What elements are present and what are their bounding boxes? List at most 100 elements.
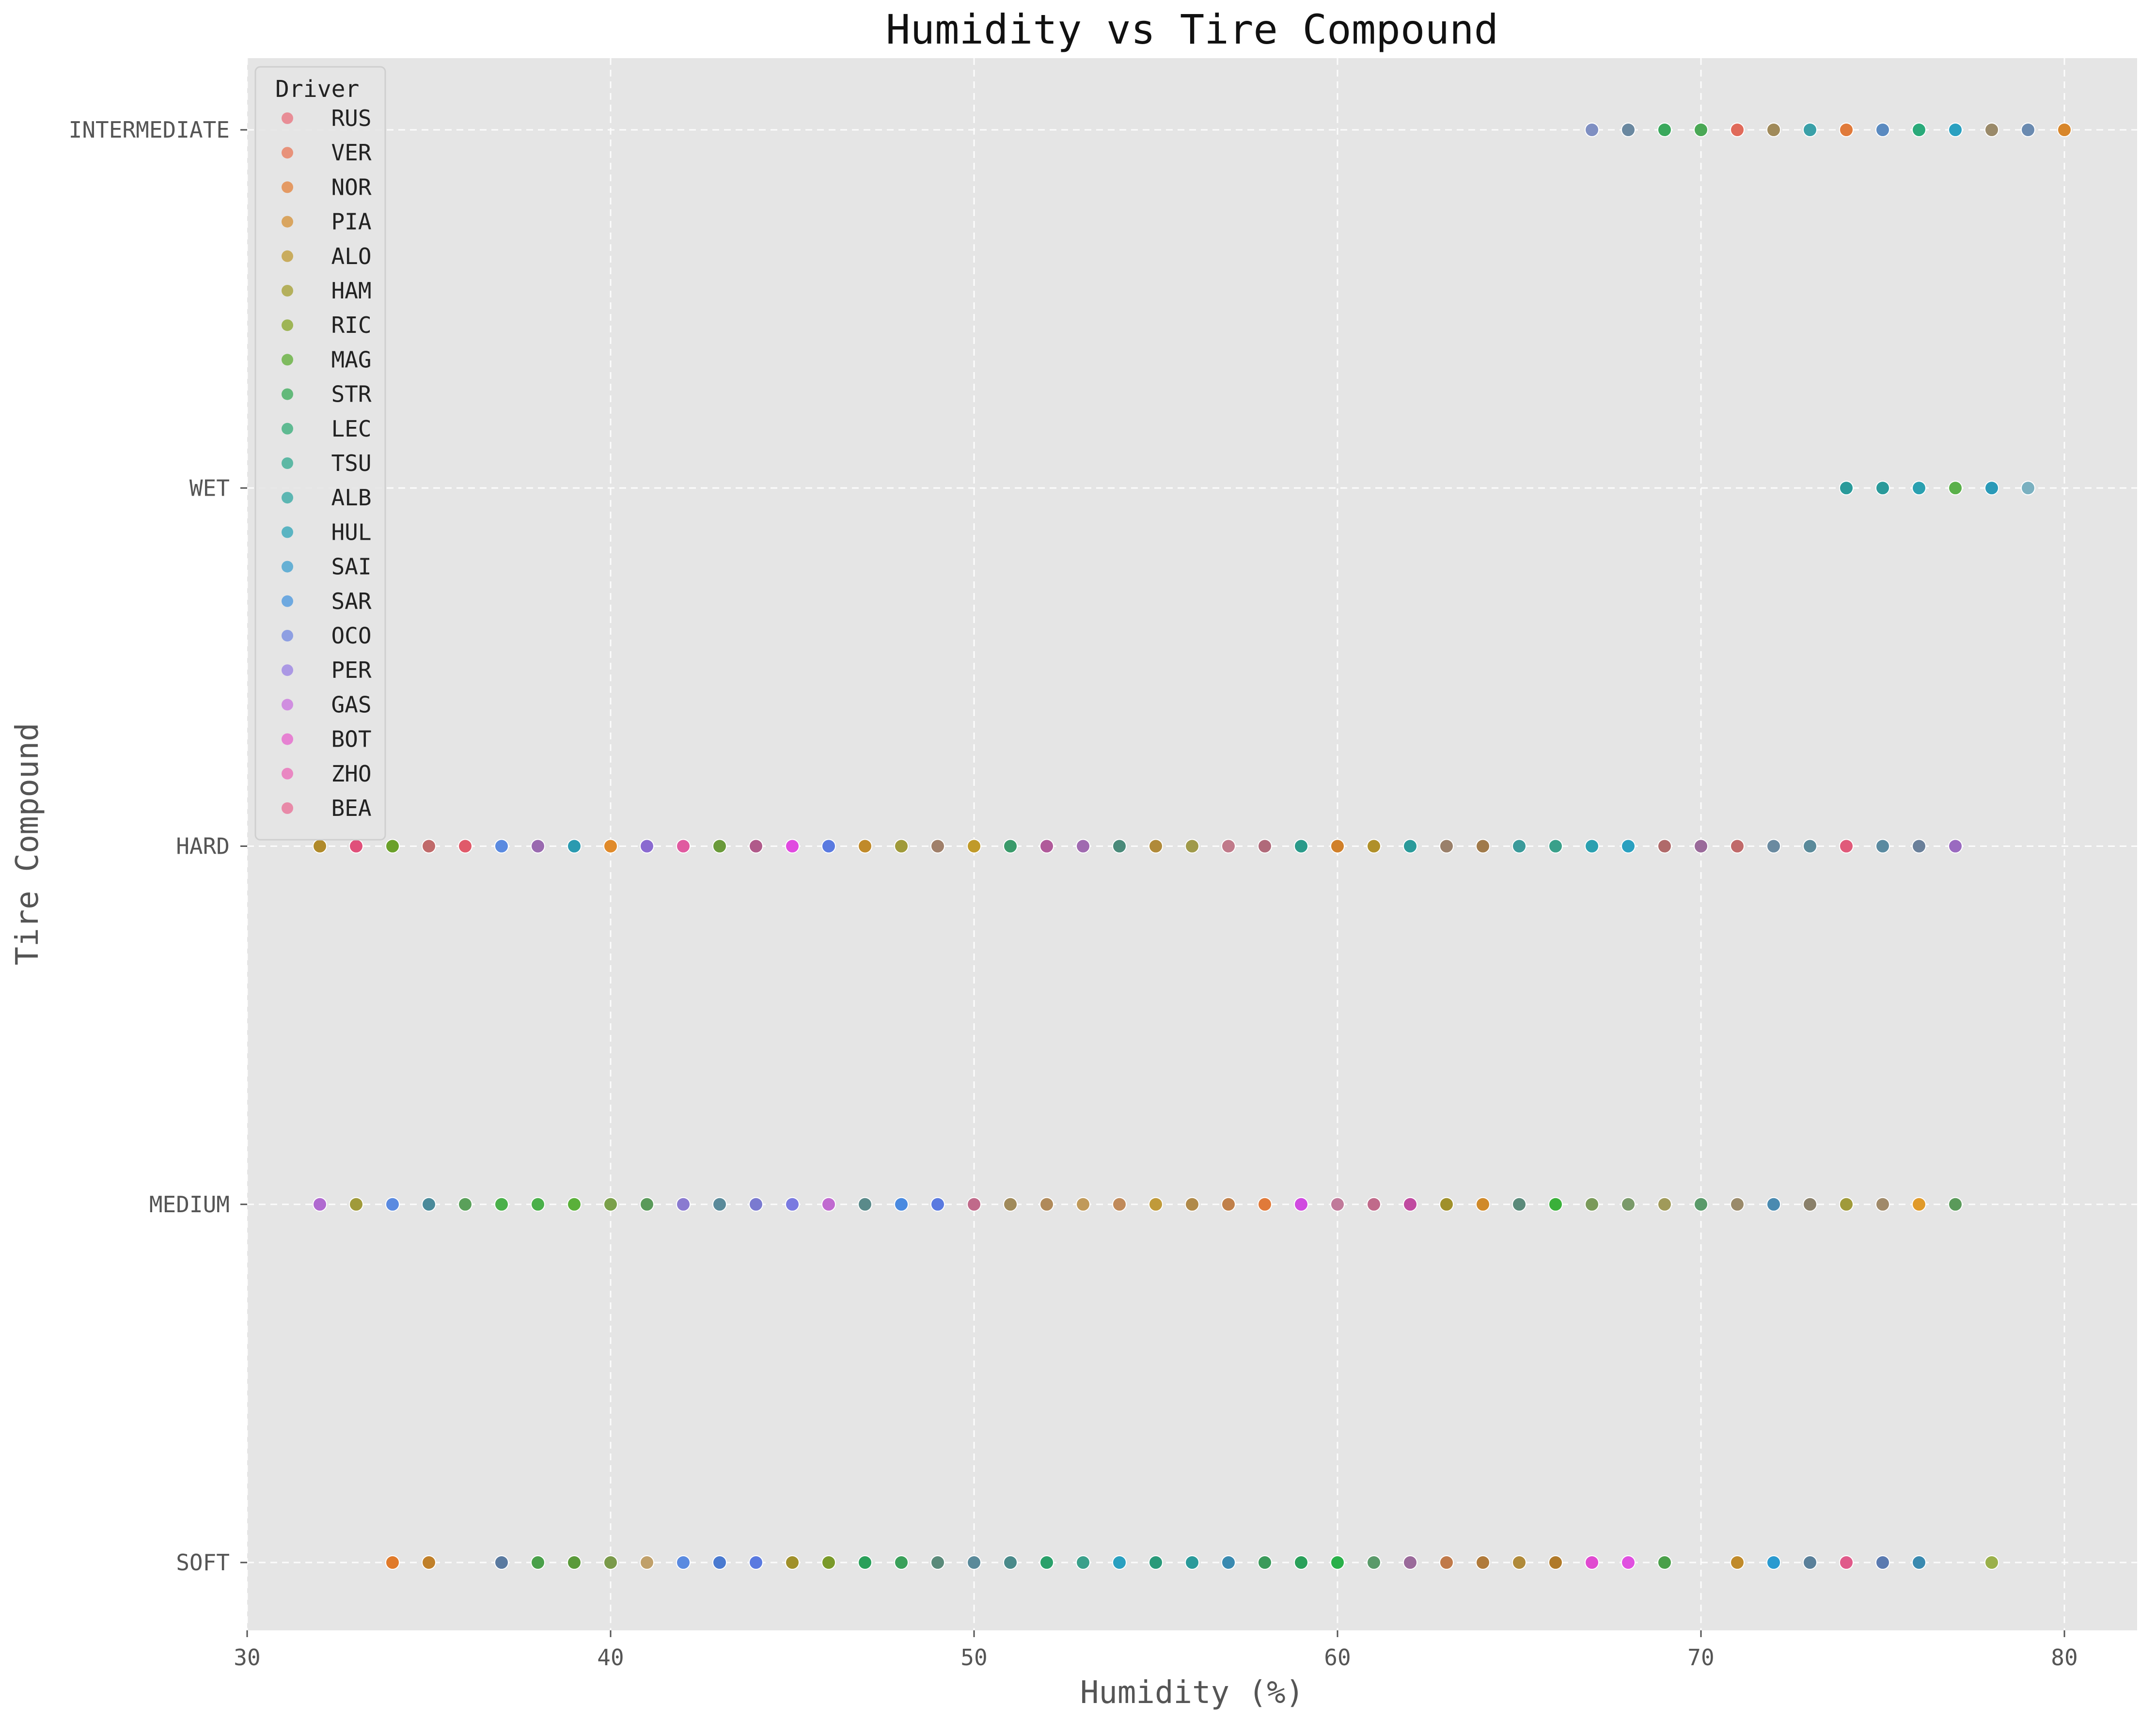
legend-marker [282, 285, 293, 297]
legend-marker [282, 802, 293, 814]
data-point [1803, 1555, 1817, 1570]
data-point [1367, 1555, 1381, 1570]
y-tick-label: WET [189, 475, 230, 501]
data-point [494, 839, 509, 854]
data-point [1839, 123, 1854, 137]
data-point [567, 1555, 582, 1570]
data-point [1185, 1197, 1199, 1212]
data-point [1839, 481, 1854, 496]
y-tick-label: SOFT [176, 1549, 230, 1576]
data-point [1221, 839, 1236, 854]
data-point [1766, 839, 1781, 854]
data-point [858, 1555, 872, 1570]
legend-entry-label: ALB [331, 484, 371, 511]
data-point [1657, 839, 1672, 854]
x-tick-label: 30 [234, 1644, 260, 1671]
data-point [603, 1555, 618, 1570]
data-point [1367, 1197, 1381, 1212]
data-point [1839, 1197, 1854, 1212]
data-point [1621, 123, 1636, 137]
data-point [1657, 1197, 1672, 1212]
legend-entry-label: PER [331, 657, 371, 683]
legend-marker [282, 492, 293, 504]
data-point [494, 1197, 509, 1212]
chart-title: Humidity vs Tire Compound [886, 6, 1498, 53]
data-point [1003, 1197, 1018, 1212]
legend-marker [282, 699, 293, 711]
data-point [1258, 839, 1272, 854]
legend-entry-label: PIA [331, 209, 371, 235]
data-point [313, 839, 327, 854]
data-point [349, 839, 363, 854]
data-point [1912, 839, 1926, 854]
data-point [1585, 1197, 1599, 1212]
legend-entry-label: HAM [331, 278, 371, 304]
data-point [1330, 839, 1345, 854]
data-point [1803, 839, 1817, 854]
data-point [1112, 839, 1127, 854]
data-point [2021, 481, 2035, 496]
data-point [1839, 839, 1854, 854]
data-point [1185, 1555, 1199, 1570]
y-tick-label: MEDIUM [149, 1191, 230, 1218]
data-point [1839, 1555, 1854, 1570]
data-point [785, 1555, 800, 1570]
data-point [1984, 1555, 1999, 1570]
x-tick-label: 40 [597, 1644, 624, 1671]
data-point [1039, 1197, 1054, 1212]
data-point [1548, 839, 1563, 854]
legend-entry-label: MAG [331, 346, 371, 373]
legend-entry-label: OCO [331, 623, 371, 649]
legend-entry-label: ALO [331, 243, 371, 269]
data-point [1657, 1555, 1672, 1570]
data-point [785, 839, 800, 854]
data-point [1585, 123, 1599, 137]
data-point [1803, 123, 1817, 137]
y-axis-label: Tire Compound [10, 723, 46, 966]
data-point [313, 1197, 327, 1212]
data-point [1730, 839, 1745, 854]
data-point [894, 1197, 909, 1212]
data-point [930, 1197, 945, 1212]
data-point [1367, 839, 1381, 854]
data-point [1657, 123, 1672, 137]
legend-marker [282, 319, 293, 331]
data-point [967, 839, 981, 854]
legend-entry-label: RUS [331, 105, 371, 131]
data-point [1439, 1197, 1454, 1212]
data-point [1875, 1197, 1890, 1212]
data-point [1875, 481, 1890, 496]
legend-entry-label: BEA [331, 795, 371, 821]
data-point [1803, 1197, 1817, 1212]
legend-entry-label: BOT [331, 726, 371, 752]
data-point [567, 839, 582, 854]
x-tick-label: 60 [1324, 1644, 1351, 1671]
data-point [1766, 1555, 1781, 1570]
data-point [640, 1197, 654, 1212]
data-point [1984, 123, 1999, 137]
legend-marker [282, 561, 293, 573]
data-point [1258, 1197, 1272, 1212]
legend-marker [282, 664, 293, 676]
data-point [1948, 839, 1963, 854]
data-point [1512, 839, 1527, 854]
legend-entry-label: LEC [331, 416, 371, 442]
data-point [1694, 123, 1708, 137]
data-point [1112, 1197, 1127, 1212]
data-point [1766, 1197, 1781, 1212]
data-point [1548, 1555, 1563, 1570]
data-point [458, 839, 472, 854]
x-tick-label: 50 [960, 1644, 987, 1671]
data-point [1149, 839, 1163, 854]
data-point [676, 839, 691, 854]
data-point [531, 839, 545, 854]
legend-marker [282, 147, 293, 159]
legend-entry-label: NOR [331, 174, 371, 200]
data-point [422, 839, 436, 854]
legend-entry-label: HUL [331, 519, 371, 545]
data-point [1875, 1555, 1890, 1570]
data-point [1039, 839, 1054, 854]
data-point [1403, 839, 1417, 854]
data-point [458, 1197, 472, 1212]
